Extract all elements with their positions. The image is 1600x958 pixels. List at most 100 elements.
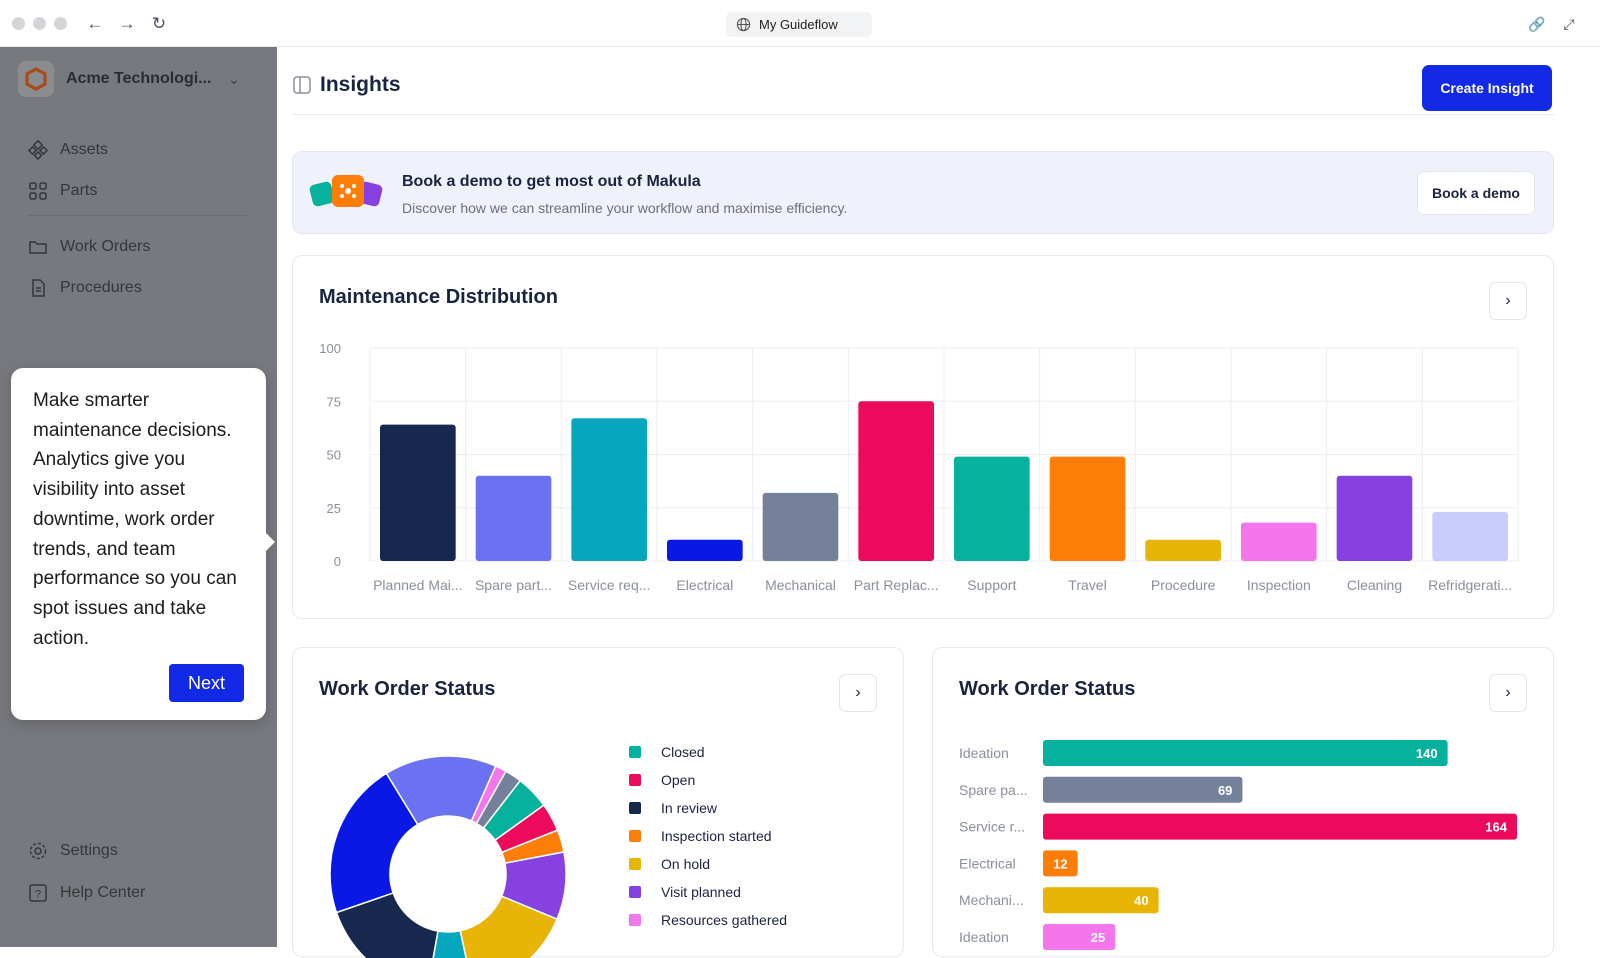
x-tick-label: Electrical: [676, 577, 733, 593]
link-icon[interactable]: 🔗: [1528, 16, 1546, 32]
work-order-status-donut-card: Work Order Status › Closed Open In review I…: [292, 647, 904, 958]
y-tick-label: 50: [327, 448, 341, 463]
page-title: Insights: [292, 73, 401, 97]
x-tick-label: Refridgerati...: [1428, 577, 1512, 593]
bar[interactable]: [954, 456, 1030, 561]
x-tick-label: Inspection: [1247, 577, 1311, 593]
sidebar-toggle-icon[interactable]: [292, 75, 312, 95]
main-content: Insights Create Insight Book a demo to g…: [277, 47, 1600, 958]
sidebar-item-settings[interactable]: Settings: [28, 837, 118, 865]
legend-label: In review: [661, 800, 718, 816]
bar[interactable]: [380, 424, 456, 561]
window-maximize-dot[interactable]: [54, 17, 67, 30]
card-title: Maintenance Distribution: [319, 286, 558, 308]
status-hbar-chart: Ideation 140 Spare pa... 69 Service r... 164 E…: [959, 740, 1517, 950]
bar[interactable]: [1049, 456, 1126, 561]
bar[interactable]: [667, 539, 743, 561]
legend-label: Visit planned: [661, 884, 741, 900]
bar[interactable]: [571, 418, 647, 561]
x-tick-label: Planned Mai...: [373, 577, 463, 593]
chevron-right-icon[interactable]: ›: [839, 674, 877, 712]
status-donut-chart: [329, 755, 567, 958]
donut-slice[interactable]: [329, 772, 419, 914]
sidebar-item-label: Procedures: [60, 279, 142, 296]
sidebar-item-parts[interactable]: Parts: [28, 177, 97, 205]
book-demo-button[interactable]: Book a demo: [1417, 171, 1535, 215]
y-tick-label: 25: [327, 501, 341, 516]
card-title: Work Order Status: [319, 678, 496, 700]
chevron-right-icon[interactable]: ›: [1489, 282, 1527, 320]
create-insight-button[interactable]: Create Insight: [1422, 65, 1552, 111]
bar[interactable]: [762, 492, 839, 561]
bar[interactable]: [1336, 475, 1413, 561]
svg-text:?: ?: [35, 889, 41, 901]
legend-swatch: [629, 774, 641, 786]
hbar[interactable]: [1043, 813, 1517, 840]
legend-item: Visit planned: [629, 878, 787, 906]
hbar[interactable]: [1043, 850, 1078, 877]
legend-item: Resources gathered: [629, 906, 787, 934]
next-button[interactable]: Next: [169, 664, 244, 702]
url-label: My Guideflow: [759, 17, 838, 32]
y-category-label: Ideation: [959, 929, 1009, 945]
y-category-label: Spare pa...: [959, 782, 1028, 798]
reload-icon[interactable]: ↻: [151, 14, 167, 33]
sidebar-item-label: Assets: [60, 141, 109, 158]
org-switcher[interactable]: Acme Technologi... ⌄: [18, 59, 248, 99]
hbar[interactable]: [1043, 887, 1159, 914]
chevron-down-icon: ⌄: [228, 70, 240, 87]
sidebar-item-procedures[interactable]: Procedures: [28, 274, 142, 302]
bar[interactable]: [1432, 512, 1508, 561]
tour-tooltip: Make smarter maintenance decisions. Anal…: [11, 368, 275, 720]
legend-label: On hold: [661, 856, 711, 872]
folder-icon: [29, 241, 47, 254]
bar-value-label: 25: [1091, 930, 1105, 945]
parts-icon: [29, 182, 47, 200]
bar[interactable]: [475, 475, 552, 561]
x-tick-label: Procedure: [1151, 577, 1216, 593]
card-title: Work Order Status: [959, 678, 1136, 700]
sidebar-item-work-orders[interactable]: Work Orders: [28, 233, 150, 261]
window-close-dot[interactable]: [12, 17, 25, 30]
legend-swatch: [629, 830, 641, 842]
bar-value-label: 69: [1218, 783, 1232, 798]
x-tick-label: Support: [967, 577, 1016, 593]
chevron-right-icon[interactable]: ›: [1489, 674, 1527, 712]
legend-swatch: [629, 746, 641, 758]
hbar[interactable]: [1043, 740, 1448, 766]
sidebar-item-help-center[interactable]: ? Help Center: [28, 879, 145, 907]
hbar[interactable]: [1043, 924, 1116, 950]
bar[interactable]: [1145, 539, 1221, 561]
legend-label: Open: [661, 772, 696, 788]
x-tick-label: Travel: [1068, 577, 1106, 593]
tooltip-text: Make smarter maintenance decisions. Anal…: [33, 390, 237, 649]
sidebar-item-assets[interactable]: Assets: [28, 136, 108, 164]
legend-label: Closed: [661, 744, 705, 760]
sidebar-item-label: Help Center: [60, 884, 146, 901]
sidebar-divider: [28, 215, 246, 216]
banner-illustration: [309, 175, 383, 207]
hbar[interactable]: [1043, 776, 1243, 803]
banner-title: Book a demo to get most out of Makula: [402, 173, 701, 190]
bar[interactable]: [858, 401, 934, 561]
legend-item: Inspection started: [629, 822, 787, 850]
y-category-label: Ideation: [959, 745, 1009, 761]
maintenance-bar-chart: 0 25 50 75 100 Planned Mai... Spare part... Ser…: [319, 341, 1519, 593]
address-bar[interactable]: My Guideflow: [726, 12, 872, 37]
window-minimize-dot[interactable]: [33, 17, 46, 30]
expand-icon[interactable]: ⤢: [1563, 16, 1575, 32]
bar-value-label: 40: [1134, 893, 1148, 908]
y-tick-label: 100: [319, 341, 341, 356]
bar-value-label: 12: [1053, 856, 1067, 871]
maintenance-distribution-card: Maintenance Distribution › 0 25 50 75 100 Pla…: [292, 255, 1554, 619]
banner-subtitle: Discover how we can streamline your work…: [402, 200, 848, 216]
back-icon[interactable]: ←: [86, 14, 104, 33]
bar[interactable]: [1241, 522, 1317, 561]
legend-label: Resources gathered: [661, 912, 788, 928]
legend-item: In review: [629, 794, 787, 822]
forward-icon[interactable]: →: [118, 14, 136, 33]
page-header: Insights Create Insight: [292, 65, 1554, 115]
gear-icon: [29, 842, 47, 860]
page-title-text: Insights: [320, 73, 401, 96]
y-category-label: Electrical: [959, 855, 1016, 871]
